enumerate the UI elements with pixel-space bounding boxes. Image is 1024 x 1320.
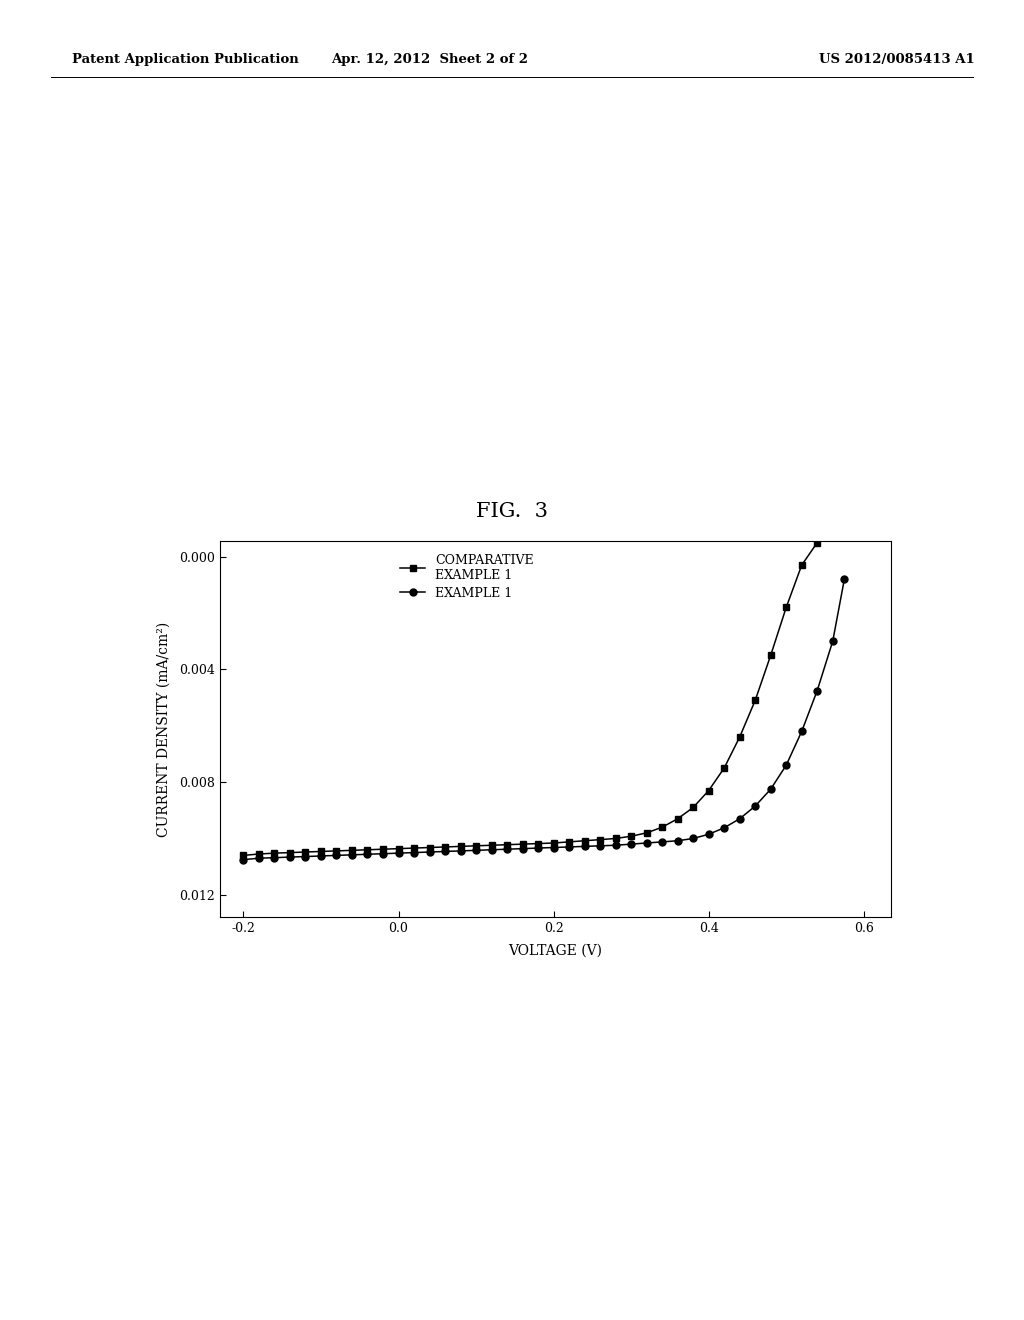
EXAMPLE 1 — [423, 843, 435, 859]
COMPARATIVE
EXAMPLE 1 — [455, 838, 467, 854]
COMPARATIVE
EXAMPLE 1 — [314, 843, 327, 859]
COMPARATIVE
EXAMPLE 1 — [579, 833, 591, 849]
Legend: COMPARATIVE
EXAMPLE 1, EXAMPLE 1: COMPARATIVE EXAMPLE 1, EXAMPLE 1 — [394, 548, 541, 606]
COMPARATIVE
EXAMPLE 1 — [470, 838, 482, 854]
COMPARATIVE
EXAMPLE 1 — [439, 840, 452, 855]
EXAMPLE 1 — [408, 845, 420, 861]
EXAMPLE 1 — [501, 841, 513, 857]
EXAMPLE 1 — [470, 842, 482, 858]
Y-axis label: CURRENT DENSITY (mA/cm²): CURRENT DENSITY (mA/cm²) — [157, 622, 171, 837]
EXAMPLE 1 — [640, 836, 652, 851]
EXAMPLE 1 — [563, 840, 575, 855]
COMPARATIVE
EXAMPLE 1 — [268, 845, 281, 861]
EXAMPLE 1 — [439, 843, 452, 859]
EXAMPLE 1 — [718, 820, 730, 836]
EXAMPLE 1 — [516, 841, 528, 857]
COMPARATIVE
EXAMPLE 1 — [780, 599, 793, 615]
COMPARATIVE
EXAMPLE 1 — [423, 840, 435, 855]
EXAMPLE 1 — [314, 847, 327, 863]
COMPARATIVE
EXAMPLE 1 — [625, 829, 637, 845]
EXAMPLE 1 — [392, 845, 404, 861]
COMPARATIVE
EXAMPLE 1 — [548, 836, 560, 851]
COMPARATIVE
EXAMPLE 1 — [822, 527, 835, 543]
COMPARATIVE
EXAMPLE 1 — [656, 820, 669, 836]
Line: EXAMPLE 1: EXAMPLE 1 — [240, 576, 848, 863]
Text: US 2012/0085413 A1: US 2012/0085413 A1 — [819, 53, 975, 66]
EXAMPLE 1 — [625, 836, 637, 851]
COMPARATIVE
EXAMPLE 1 — [640, 825, 652, 841]
EXAMPLE 1 — [455, 843, 467, 859]
COMPARATIVE
EXAMPLE 1 — [485, 837, 498, 853]
EXAMPLE 1 — [238, 851, 250, 867]
EXAMPLE 1 — [485, 842, 498, 858]
Text: FIG.  3: FIG. 3 — [476, 503, 548, 521]
Line: COMPARATIVE
EXAMPLE 1: COMPARATIVE EXAMPLE 1 — [240, 525, 840, 859]
COMPARATIVE
EXAMPLE 1 — [253, 846, 265, 862]
COMPARATIVE
EXAMPLE 1 — [408, 840, 420, 855]
EXAMPLE 1 — [594, 838, 606, 854]
COMPARATIVE
EXAMPLE 1 — [594, 832, 606, 847]
COMPARATIVE
EXAMPLE 1 — [531, 836, 544, 851]
EXAMPLE 1 — [268, 850, 281, 866]
COMPARATIVE
EXAMPLE 1 — [516, 836, 528, 851]
EXAMPLE 1 — [548, 840, 560, 855]
EXAMPLE 1 — [656, 834, 669, 850]
COMPARATIVE
EXAMPLE 1 — [765, 647, 777, 663]
EXAMPLE 1 — [765, 781, 777, 797]
EXAMPLE 1 — [346, 847, 358, 863]
COMPARATIVE
EXAMPLE 1 — [284, 845, 296, 861]
Text: Apr. 12, 2012  Sheet 2 of 2: Apr. 12, 2012 Sheet 2 of 2 — [332, 53, 528, 66]
X-axis label: VOLTAGE (V): VOLTAGE (V) — [509, 944, 602, 957]
EXAMPLE 1 — [331, 847, 343, 863]
EXAMPLE 1 — [531, 840, 544, 855]
COMPARATIVE
EXAMPLE 1 — [361, 842, 374, 858]
COMPARATIVE
EXAMPLE 1 — [718, 760, 730, 776]
EXAMPLE 1 — [733, 810, 745, 826]
COMPARATIVE
EXAMPLE 1 — [672, 810, 684, 826]
EXAMPLE 1 — [253, 850, 265, 866]
COMPARATIVE
EXAMPLE 1 — [392, 841, 404, 857]
EXAMPLE 1 — [796, 723, 808, 739]
EXAMPLE 1 — [299, 849, 311, 865]
EXAMPLE 1 — [672, 833, 684, 849]
Text: Patent Application Publication: Patent Application Publication — [72, 53, 298, 66]
COMPARATIVE
EXAMPLE 1 — [687, 800, 699, 816]
COMPARATIVE
EXAMPLE 1 — [830, 520, 843, 536]
COMPARATIVE
EXAMPLE 1 — [796, 557, 808, 573]
COMPARATIVE
EXAMPLE 1 — [733, 729, 745, 744]
COMPARATIVE
EXAMPLE 1 — [749, 693, 761, 709]
EXAMPLE 1 — [839, 572, 851, 587]
COMPARATIVE
EXAMPLE 1 — [702, 783, 715, 799]
EXAMPLE 1 — [749, 799, 761, 814]
COMPARATIVE
EXAMPLE 1 — [811, 535, 823, 550]
COMPARATIVE
EXAMPLE 1 — [346, 842, 358, 858]
COMPARATIVE
EXAMPLE 1 — [501, 837, 513, 853]
COMPARATIVE
EXAMPLE 1 — [331, 843, 343, 859]
COMPARATIVE
EXAMPLE 1 — [299, 843, 311, 859]
EXAMPLE 1 — [579, 838, 591, 854]
COMPARATIVE
EXAMPLE 1 — [609, 830, 622, 846]
COMPARATIVE
EXAMPLE 1 — [563, 834, 575, 850]
EXAMPLE 1 — [826, 634, 839, 649]
EXAMPLE 1 — [609, 837, 622, 853]
COMPARATIVE
EXAMPLE 1 — [238, 847, 250, 863]
EXAMPLE 1 — [780, 758, 793, 774]
EXAMPLE 1 — [687, 830, 699, 846]
COMPARATIVE
EXAMPLE 1 — [377, 841, 389, 857]
EXAMPLE 1 — [811, 682, 823, 698]
EXAMPLE 1 — [361, 846, 374, 862]
EXAMPLE 1 — [377, 846, 389, 862]
EXAMPLE 1 — [702, 826, 715, 842]
EXAMPLE 1 — [284, 849, 296, 865]
